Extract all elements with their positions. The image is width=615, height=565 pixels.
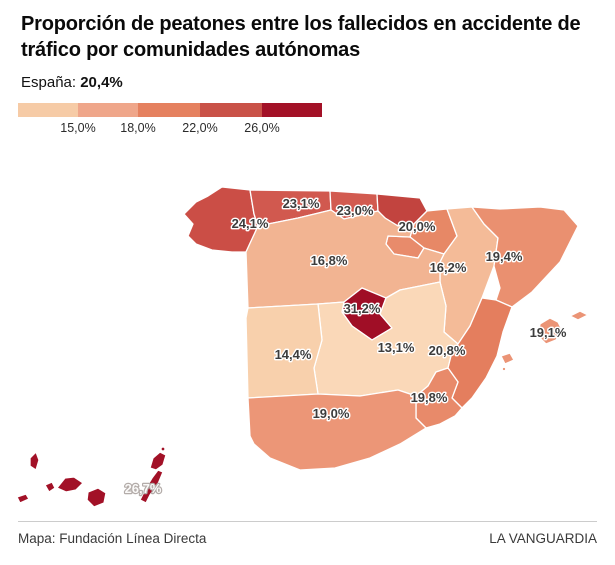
footer-brand: LA VANGUARDIA <box>489 531 597 546</box>
footer-divider <box>18 521 597 522</box>
label-murcia: 19,8% <box>411 390 448 405</box>
label-extremadura: 14,4% <box>275 347 312 362</box>
label-baleares: 19,1% <box>530 325 567 340</box>
footer-source: Mapa: Fundación Línea Directa <box>18 531 207 546</box>
island-la-palma[interactable] <box>29 451 40 471</box>
legend-tick-18: 18,0% <box>120 121 155 135</box>
label-cataluna: 19,4% <box>486 249 523 264</box>
legend-swatch-1 <box>18 103 78 117</box>
region-baleares[interactable] <box>500 310 589 372</box>
legend-swatch-5 <box>262 103 322 117</box>
label-madrid: 31,2% <box>344 301 381 316</box>
label-canarias: 26,7% <box>125 481 162 496</box>
legend-swatch-3 <box>138 103 200 117</box>
island-formentera[interactable] <box>501 366 507 372</box>
label-navarra: 20,0% <box>399 219 436 234</box>
island-el-hierro[interactable] <box>16 493 30 504</box>
island-menorca[interactable] <box>569 310 589 321</box>
label-asturias: 23,1% <box>283 196 320 211</box>
island-gran-canaria[interactable] <box>86 487 107 508</box>
island-fuerteventura[interactable] <box>139 469 164 504</box>
island-la-graciosa[interactable] <box>160 446 166 452</box>
label-valencia: 20,8% <box>429 343 466 358</box>
page-title: Proporción de peatones entre los falleci… <box>21 13 581 62</box>
region-cataluna[interactable] <box>471 206 579 308</box>
spain-average-value: 20,4% <box>80 74 123 91</box>
label-castilla-y-leon: 16,8% <box>311 253 348 268</box>
island-mallorca[interactable] <box>537 317 563 345</box>
spain-average: España: 20,4% <box>21 74 123 91</box>
color-legend: 15,0% 18,0% 22,0% 26,0% <box>18 103 322 135</box>
legend-tick-15: 15,0% <box>60 121 95 135</box>
label-aragon: 16,2% <box>430 260 467 275</box>
spain-average-label: España: <box>21 74 77 91</box>
label-galicia: 24,1% <box>232 216 269 231</box>
label-cantabria: 23,0% <box>337 203 374 218</box>
island-tenerife[interactable] <box>56 476 84 493</box>
island-lanzarote[interactable] <box>149 451 167 471</box>
region-andalucia[interactable] <box>247 389 427 471</box>
legend-tick-22: 22,0% <box>182 121 217 135</box>
region-canarias[interactable] <box>16 446 167 508</box>
legend-tick-26: 26,0% <box>244 121 279 135</box>
region-murcia[interactable] <box>415 367 463 429</box>
legend-swatch-4 <box>200 103 262 117</box>
island-la-gomera[interactable] <box>44 481 56 493</box>
island-ibiza[interactable] <box>500 352 515 365</box>
legend-swatch-2 <box>78 103 138 117</box>
label-castilla-la-mancha: 13,1% <box>378 340 415 355</box>
label-andalucia: 19,0% <box>313 406 350 421</box>
